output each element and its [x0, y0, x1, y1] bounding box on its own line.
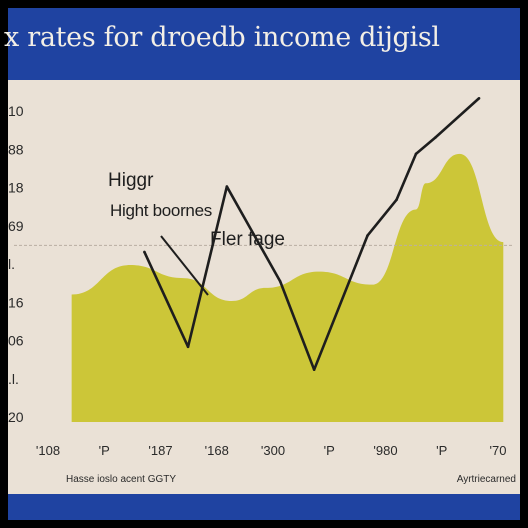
area-0 — [71, 153, 504, 423]
data-point — [366, 234, 369, 237]
y-tick-label: 20 — [8, 409, 24, 425]
x-tick-label: '300 — [261, 443, 285, 458]
data-point — [434, 136, 437, 139]
x-tick-label: '108 — [36, 443, 60, 458]
y-tick-label: l. — [8, 256, 15, 272]
y-tick-label: 69 — [8, 218, 24, 234]
data-point — [414, 152, 418, 156]
x-tick-label: '187 — [148, 443, 172, 458]
x-tick-label: 'P — [99, 443, 110, 458]
x-tick-label: 'P — [436, 443, 447, 458]
x-tick-label: '980 — [373, 443, 397, 458]
data-point — [225, 185, 229, 188]
data-point — [186, 345, 190, 349]
x-axis-label-right: Ayrtriecarned — [457, 474, 516, 485]
annotation-1: Higgr — [108, 170, 154, 191]
x-tick-label: '168 — [205, 443, 229, 458]
chart: 10 88 18 69 l. 16 06 .l. 20 '108 'P '187 '168 '300 'P… — [8, 96, 516, 485]
data-point — [312, 368, 316, 371]
y-tick-label: 88 — [8, 141, 24, 157]
y-tick-label: 18 — [8, 180, 24, 196]
x-tick-label: '70 — [490, 443, 507, 458]
annotation-3: Fler fage — [210, 229, 285, 250]
y-tick-label: 16 — [8, 294, 24, 310]
annotation-2: Hight boornes — [110, 201, 212, 220]
area-layer — [71, 153, 504, 423]
data-point — [395, 198, 398, 201]
footer-bar — [8, 494, 520, 520]
data-point — [278, 280, 282, 283]
x-axis-ticks: '108 'P '187 '168 '300 'P '980 'P '70 — [36, 443, 507, 458]
y-tick-label: .l. — [8, 371, 19, 387]
y-tick-label: 06 — [8, 333, 24, 349]
chart-title: x rates for droedb income dijgisl — [4, 22, 440, 53]
data-point — [477, 96, 481, 100]
y-axis-ticks: 10 88 18 69 l. 16 06 .l. 20 — [8, 103, 24, 425]
data-point — [143, 250, 146, 254]
y-tick-label: 10 — [8, 103, 24, 119]
title-bar: x rates for droedb income dijgisl — [4, 8, 520, 80]
x-tick-label: 'P — [324, 443, 335, 458]
x-axis-label-left: Hasse ioslo acent GGTY — [66, 474, 176, 485]
